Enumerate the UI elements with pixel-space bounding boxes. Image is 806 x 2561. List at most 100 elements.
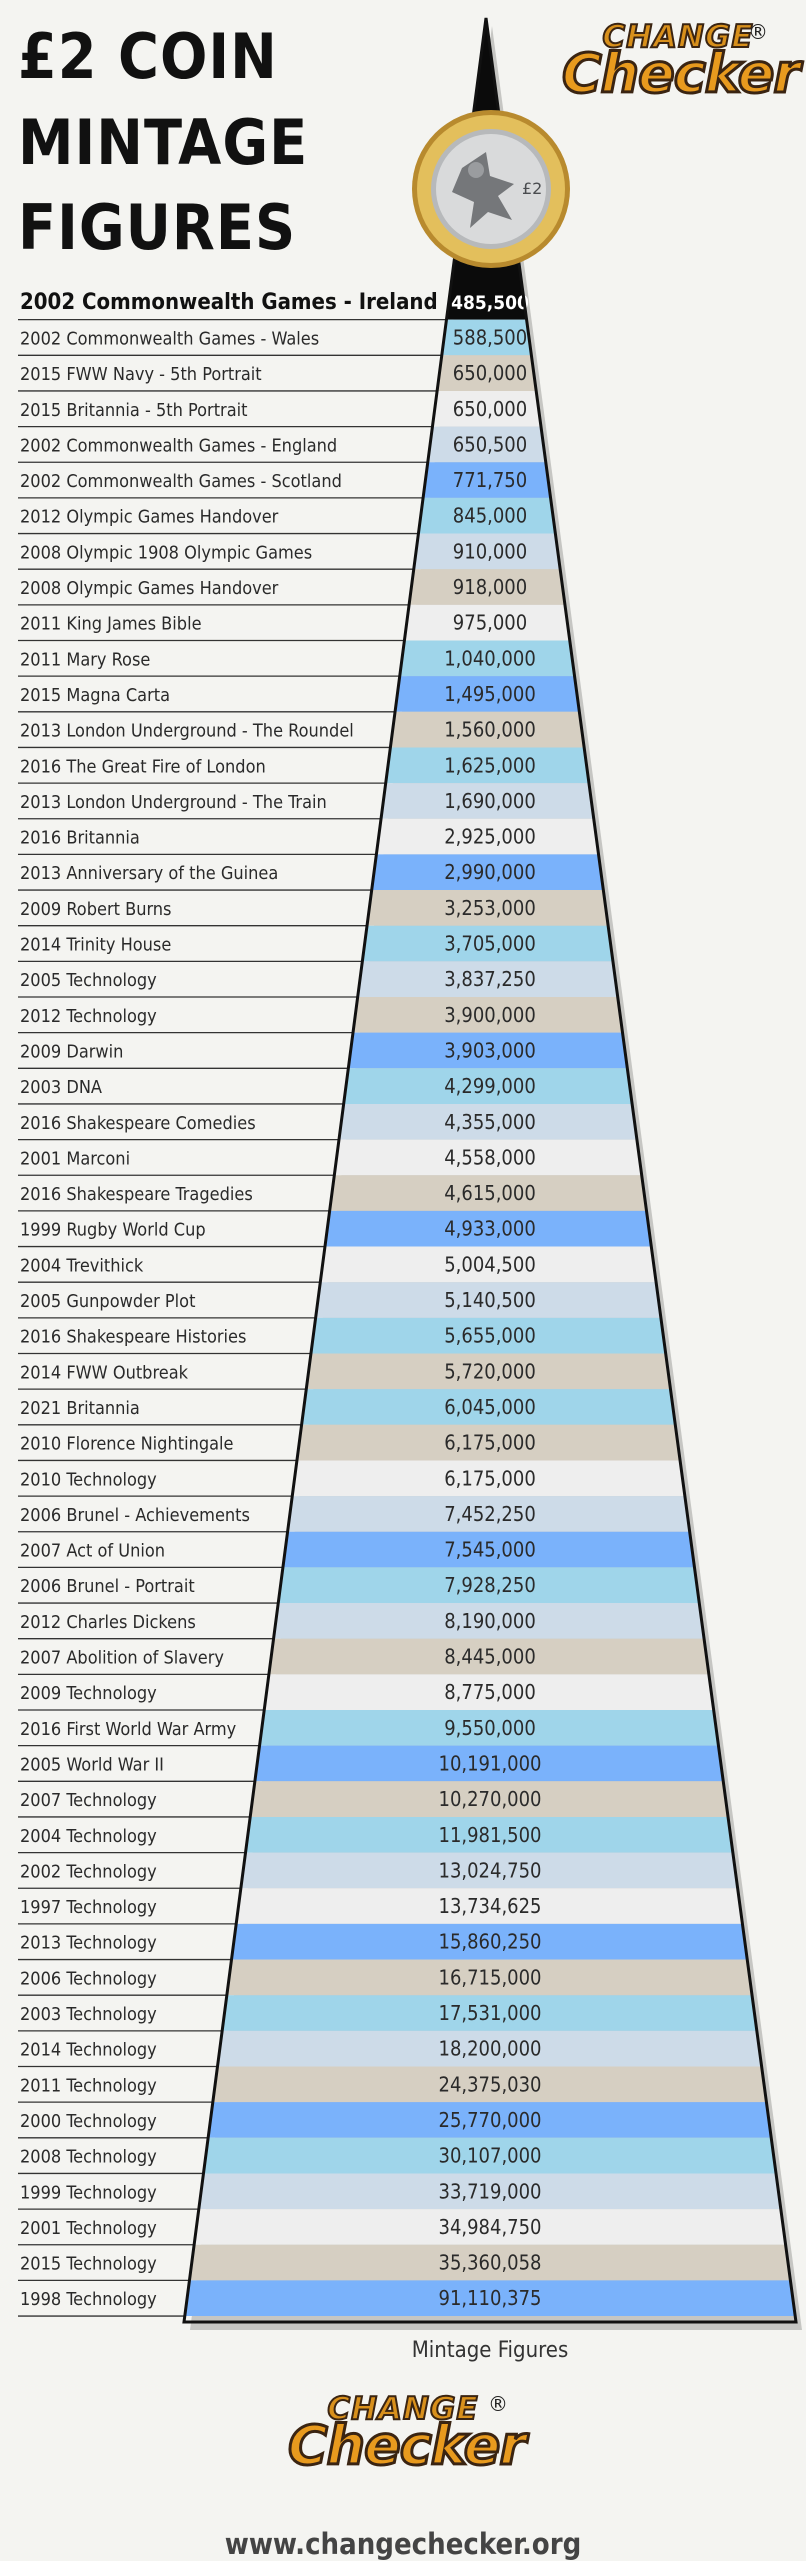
category-label: 2008 Olympic Games Handover bbox=[20, 578, 279, 599]
data-label: 15,860,250 bbox=[439, 1930, 542, 1954]
data-label: 3,837,250 bbox=[444, 967, 536, 991]
bar bbox=[395, 676, 580, 712]
bar bbox=[437, 355, 537, 391]
website-link[interactable]: www.changechecker.org bbox=[224, 2527, 582, 2561]
bar bbox=[212, 2066, 767, 2103]
category-label: 2000 Technology bbox=[20, 2111, 157, 2132]
data-label: 35,360,058 bbox=[439, 2251, 542, 2275]
title-line: FIGURES bbox=[18, 191, 297, 265]
bar bbox=[217, 2030, 762, 2067]
bar bbox=[254, 1745, 724, 1782]
data-label: 3,900,000 bbox=[444, 1003, 536, 1027]
data-label: 3,705,000 bbox=[444, 932, 536, 956]
data-label: 13,024,750 bbox=[439, 1858, 542, 1882]
category-label: 2008 Technology bbox=[20, 2147, 157, 2168]
bar bbox=[292, 1460, 685, 1497]
category-label: 2002 Commonwealth Games - Ireland bbox=[20, 290, 438, 315]
data-label: 918,000 bbox=[453, 575, 527, 599]
data-label: 3,903,000 bbox=[444, 1038, 536, 1062]
category-label: 2002 Technology bbox=[20, 1861, 157, 1882]
bar bbox=[427, 426, 546, 463]
data-label: 5,720,000 bbox=[444, 1359, 536, 1383]
data-label: 13,734,625 bbox=[439, 1894, 542, 1918]
category-label: 2013 Technology bbox=[20, 1933, 157, 1954]
category-label: 2009 Technology bbox=[20, 1683, 157, 1704]
change-checker-logo[interactable]: CHANGE Checker ® bbox=[561, 19, 802, 103]
registered-mark: ® bbox=[488, 2392, 508, 2416]
data-label: 6,175,000 bbox=[444, 1431, 536, 1455]
category-label: 2003 DNA bbox=[20, 1077, 102, 1098]
category-label: 2007 Technology bbox=[20, 1790, 157, 1811]
bar bbox=[390, 711, 585, 748]
data-label: 18,200,000 bbox=[439, 2037, 542, 2061]
bar bbox=[348, 1032, 628, 1069]
category-label: 2009 Robert Burns bbox=[20, 899, 172, 920]
category-label: 2010 Florence Nightingale bbox=[20, 1434, 234, 1455]
data-label: 34,984,750 bbox=[439, 2215, 542, 2239]
bar bbox=[282, 1531, 695, 1568]
category-label: 1999 Technology bbox=[20, 2182, 157, 2203]
bar bbox=[240, 1852, 738, 1889]
bar bbox=[189, 2244, 791, 2281]
data-label: 1,625,000 bbox=[444, 753, 536, 777]
category-label: 2015 Britannia - 5th Portrait bbox=[20, 400, 247, 421]
category-label: 2001 Marconi bbox=[20, 1148, 130, 1169]
data-label: 11,981,500 bbox=[439, 1823, 542, 1847]
data-label: 8,445,000 bbox=[444, 1645, 536, 1669]
data-label: 1,560,000 bbox=[444, 718, 536, 742]
category-label: 1999 Rugby World Cup bbox=[20, 1220, 206, 1241]
category-label: 2011 King James Bible bbox=[20, 614, 202, 635]
bar bbox=[381, 783, 594, 819]
category-label: 2007 Abolition of Slavery bbox=[20, 1648, 224, 1669]
data-label: 1,495,000 bbox=[444, 682, 536, 706]
category-label: 2006 Brunel - Achievements bbox=[20, 1505, 250, 1526]
data-label: 33,719,000 bbox=[439, 2179, 542, 2203]
data-label: 7,545,000 bbox=[444, 1538, 536, 1562]
chart-layer: 2002 Commonwealth Games - Ireland 485,500… bbox=[18, 17, 802, 2330]
bar bbox=[250, 1781, 729, 1817]
category-label: 2011 Mary Rose bbox=[20, 649, 150, 670]
registered-mark: ® bbox=[748, 20, 768, 44]
bar bbox=[310, 1317, 666, 1354]
bar bbox=[432, 390, 541, 427]
data-label: 9,550,000 bbox=[444, 1716, 536, 1740]
category-label: 2016 Shakespeare Comedies bbox=[20, 1113, 256, 1134]
data-label: 2,990,000 bbox=[444, 860, 536, 884]
logo-line-2: Checker bbox=[287, 2414, 528, 2477]
data-label: 5,140,500 bbox=[444, 1288, 536, 1312]
bar bbox=[404, 604, 570, 641]
bar bbox=[441, 319, 532, 356]
category-label: 2014 Technology bbox=[20, 2040, 157, 2061]
category-label: 2005 Technology bbox=[20, 970, 157, 991]
bar bbox=[371, 854, 604, 891]
data-label: 30,107,000 bbox=[439, 2144, 542, 2168]
data-label: 6,045,000 bbox=[444, 1395, 536, 1419]
bar bbox=[222, 1995, 757, 2031]
title-line: £2 COIN bbox=[18, 20, 278, 93]
category-label: 2002 Commonwealth Games - England bbox=[20, 435, 337, 456]
category-label: 2012 Olympic Games Handover bbox=[20, 507, 279, 528]
bar bbox=[203, 2137, 777, 2174]
data-label: 4,558,000 bbox=[444, 1145, 536, 1169]
data-label: 2,925,000 bbox=[444, 825, 536, 849]
data-label: 8,775,000 bbox=[444, 1680, 536, 1704]
data-label: 5,655,000 bbox=[444, 1324, 536, 1348]
category-label: 2015 FWW Navy - 5th Portrait bbox=[20, 364, 262, 385]
data-label: 650,500 bbox=[453, 432, 527, 456]
logo-line-1: CHANGE bbox=[601, 19, 754, 55]
bar bbox=[362, 925, 613, 962]
category-label: 2002 Commonwealth Games - Scotland bbox=[20, 471, 342, 492]
category-label: 2016 First World War Army bbox=[20, 1719, 237, 1740]
bar bbox=[320, 1246, 657, 1283]
bar bbox=[245, 1816, 733, 1853]
x-axis-label: Mintage Figures bbox=[411, 2338, 569, 2363]
bar bbox=[236, 1888, 743, 1924]
bar bbox=[446, 284, 527, 320]
category-label: 2016 Shakespeare Histories bbox=[20, 1327, 246, 1348]
mintage-chart: 2002 Commonwealth Games - Ireland 485,500… bbox=[18, 17, 802, 2330]
category-label: 2010 Technology bbox=[20, 1469, 157, 1490]
change-checker-logo[interactable]: CHANGE Checker ® bbox=[287, 2392, 528, 2477]
category-label: 2016 Shakespeare Tragedies bbox=[20, 1184, 253, 1205]
category-label: 2016 The Great Fire of London bbox=[20, 756, 266, 777]
data-label: 10,270,000 bbox=[439, 1787, 542, 1811]
